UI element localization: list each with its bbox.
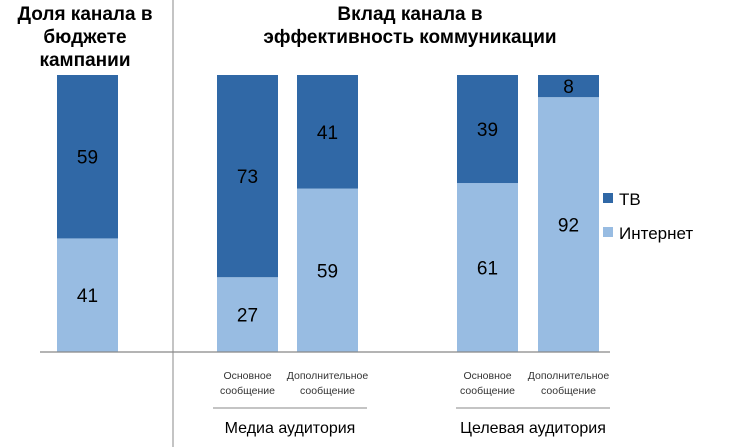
legend-swatch xyxy=(603,227,613,237)
bar-internet xyxy=(217,277,278,352)
category-label: сообщение xyxy=(220,385,275,397)
data-label-tv: 41 xyxy=(317,123,338,144)
left-title-line1: Доля канала в xyxy=(17,4,153,25)
right-chart-title: Вклад канала в эффективность коммуникаци… xyxy=(210,3,610,49)
group-label: Целевая аудитория xyxy=(460,420,606,437)
data-label-tv: 59 xyxy=(77,148,98,169)
left-title-line2: бюджете кампании xyxy=(39,27,131,71)
category-label: Дополнительное xyxy=(287,370,369,382)
category-label: Основное xyxy=(223,370,271,382)
bar-internet xyxy=(538,97,599,352)
data-label-internet: 27 xyxy=(237,306,258,327)
data-label-internet: 92 xyxy=(558,216,579,237)
data-label-internet: 41 xyxy=(77,286,98,307)
legend-label: ТВ xyxy=(619,190,641,209)
right-title-line2: эффективность коммуникации xyxy=(263,27,557,48)
legend-swatch xyxy=(603,193,613,203)
right-title-line1: Вклад канала в xyxy=(337,4,483,25)
category-label: Основное xyxy=(463,370,511,382)
bar-internet xyxy=(457,183,518,352)
data-label-internet: 59 xyxy=(317,261,338,282)
category-label: Дополнительное xyxy=(528,370,610,382)
bar-tv xyxy=(217,75,278,278)
data-label-tv: 8 xyxy=(563,77,574,98)
data-label-tv: 39 xyxy=(477,120,498,141)
left-chart-title: Доля канала в бюджете кампании xyxy=(0,3,170,72)
group-label: Медиа аудитория xyxy=(225,420,356,437)
bar-tv xyxy=(457,75,518,184)
category-label: сообщение xyxy=(300,385,355,397)
category-label: сообщение xyxy=(460,385,515,397)
data-label-tv: 73 xyxy=(237,167,258,188)
bar-internet xyxy=(57,238,118,352)
bar-tv xyxy=(297,75,358,189)
category-label: сообщение xyxy=(541,385,596,397)
data-label-internet: 61 xyxy=(477,259,498,280)
bar-internet xyxy=(297,188,358,352)
legend-label: Интернет xyxy=(619,224,693,243)
bar-tv xyxy=(538,75,599,98)
bar-tv xyxy=(57,75,118,239)
